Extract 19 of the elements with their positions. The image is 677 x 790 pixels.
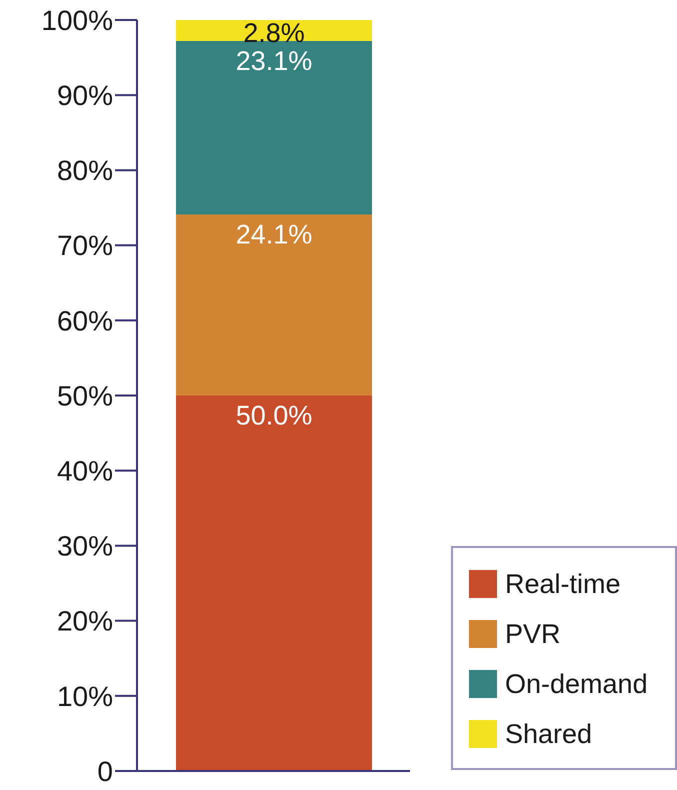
legend-label: Real-time — [505, 568, 621, 600]
y-tick-label: 50% — [56, 380, 113, 412]
legend-label: On-demand — [505, 668, 648, 700]
legend-label: PVR — [505, 618, 561, 650]
y-tick-label: 100% — [41, 4, 113, 36]
y-tick-label: 90% — [56, 80, 113, 112]
data-label: 23.1% — [236, 46, 312, 76]
y-tick-label: 10% — [56, 680, 113, 712]
y-tick-label: 70% — [56, 230, 113, 262]
y-tick-label: 30% — [56, 530, 113, 562]
y-tick-label: 0 — [97, 756, 113, 787]
y-tick-label: 20% — [56, 606, 113, 637]
legend-label: Shared — [505, 718, 592, 750]
y-tick-label: 40% — [56, 456, 113, 487]
data-label: 24.1% — [236, 220, 312, 250]
y-tick-label: 60% — [56, 305, 113, 336]
data-label: 50.0% — [236, 400, 312, 431]
data-label: 2.8% — [243, 18, 305, 48]
y-tick-label: 80% — [56, 155, 113, 186]
